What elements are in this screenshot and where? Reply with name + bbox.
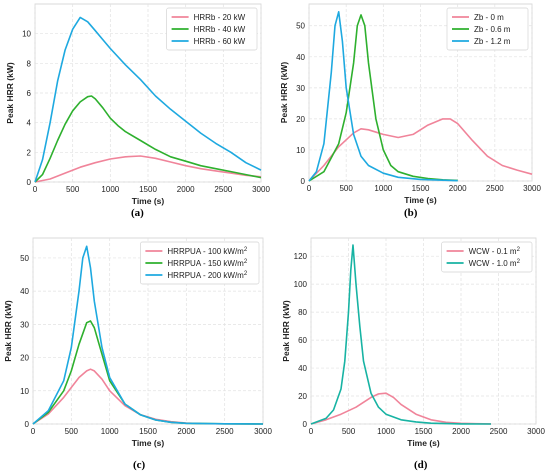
x-tick-label: 1500 (412, 184, 430, 193)
series-line-2 (308, 14, 458, 182)
x-tick-label: 3000 (523, 184, 541, 193)
x-tick-label: 500 (65, 427, 79, 436)
legend-box (166, 7, 258, 51)
y-tick-label: 20 (296, 115, 305, 124)
y-axis-label: Peak HRR (kW) (5, 62, 15, 124)
x-tick-label: 1000 (101, 185, 119, 194)
legend: HRRb - 20 kW HRRb - 40 kW HRRb - 60 kW (166, 7, 258, 51)
x-tick-label: 1000 (101, 427, 119, 436)
x-tick-label: 1500 (139, 185, 157, 194)
y-axis-label: Peak HRR (kW) (279, 62, 289, 124)
series-line-1 (310, 392, 492, 425)
series-line-3 (32, 245, 264, 425)
x-tick-label: 1000 (377, 427, 395, 436)
y-tick-label: 30 (20, 320, 29, 329)
legend: Zb - 0 m Zb - 0.6 m Zb - 1.2 m (446, 7, 529, 51)
x-axis-label: Time (s) (132, 438, 165, 448)
legend-label: HRRb - 40 kW (194, 25, 246, 34)
y-tick-label: 40 (298, 364, 307, 373)
x-tick-label: 500 (339, 184, 353, 193)
y-tick-label: 10 (20, 387, 29, 396)
chart-panel-1: 0 500 1000 1500 2000 2500 3000 0 2 4 6 8 10 Time (s) P… (5, 3, 270, 206)
legend: HRRPUA - 100 kW/m2 HRRPUA - 150 kW/m2 HRRP… (140, 241, 260, 285)
chart-panel-3: 0 500 1000 1500 2000 2500 3000 0 10 20 30 40 50 Time … (3, 237, 272, 448)
legend-label: Zb - 1.2 m (474, 37, 511, 46)
y-tick-label: 60 (298, 336, 307, 345)
y-tick-label: 100 (294, 280, 308, 289)
y-tick-label: 20 (298, 392, 307, 401)
x-tick-label: 3000 (254, 427, 272, 436)
x-axis-label: Time (s) (404, 195, 437, 205)
y-tick-label: 0 (303, 420, 308, 429)
series-line-2 (310, 244, 492, 425)
y-tick-label: 8 (27, 59, 32, 68)
panel-caption: (b) (404, 207, 418, 219)
panel-caption: (d) (414, 459, 428, 471)
x-tick-label: 0 (31, 427, 36, 436)
x-tick-label: 0 (307, 184, 312, 193)
y-tick-label: 2 (27, 148, 32, 157)
x-tick-label: 2500 (486, 184, 504, 193)
chart-panel-2: 0 500 1000 1500 2000 2500 3000 0 10 20 30 40 50 Time … (279, 3, 541, 205)
y-tick-label: 6 (27, 89, 32, 98)
y-tick-label: 20 (20, 354, 29, 363)
x-tick-label: 2500 (216, 427, 234, 436)
y-tick-label: 40 (296, 53, 305, 62)
y-tick-label: 0 (301, 177, 306, 186)
legend-label: HRRb - 60 kW (194, 37, 246, 46)
series-line-3 (308, 11, 458, 182)
y-tick-label: 10 (296, 146, 305, 155)
y-tick-label: 40 (20, 287, 29, 296)
x-tick-label: 2000 (452, 427, 470, 436)
x-axis-label: Time (s) (132, 196, 165, 206)
x-tick-label: 3000 (252, 185, 270, 194)
legend-label: WCW - 1.0 m2 (469, 259, 521, 268)
legend-label: HRRb - 20 kW (194, 13, 246, 22)
x-tick-label: 2000 (177, 427, 195, 436)
x-tick-label: 2000 (449, 184, 467, 193)
x-tick-label: 2500 (490, 427, 508, 436)
legend-box (441, 241, 533, 273)
y-tick-label: 120 (294, 252, 308, 261)
y-axis-label: Peak HRR (kW) (3, 300, 13, 362)
panel-caption: (a) (131, 207, 144, 219)
series-line-1 (308, 118, 533, 182)
x-tick-label: 2500 (214, 185, 232, 194)
x-tick-label: 0 (309, 427, 314, 436)
legend-label: HRRPUA - 150 kW/m2 (167, 259, 247, 268)
chart-panel-4: 0 500 1000 1500 2000 2500 3000 0 20 40 60 80 100 120 T… (281, 237, 545, 448)
panel-caption: (c) (133, 459, 146, 471)
x-tick-label: 2000 (177, 185, 195, 194)
x-tick-label: 500 (342, 427, 356, 436)
legend-box (140, 241, 260, 285)
legend-label: HRRPUA - 200 kW/m2 (167, 271, 247, 280)
y-tick-label: 0 (27, 178, 32, 187)
y-tick-label: 30 (296, 84, 305, 93)
series-line-1 (34, 155, 262, 183)
x-tick-label: 1000 (374, 184, 392, 193)
legend-label: Zb - 0.6 m (474, 25, 511, 34)
x-tick-label: 1500 (139, 427, 157, 436)
legend: WCW - 0.1 m2 WCW - 1.0 m2 (441, 241, 533, 273)
y-tick-label: 10 (22, 30, 31, 39)
x-tick-label: 0 (33, 185, 38, 194)
y-tick-label: 50 (20, 254, 29, 263)
legend-label: WCW - 0.1 m2 (469, 247, 521, 256)
legend-box (446, 7, 529, 51)
y-tick-label: 50 (296, 22, 305, 31)
series-line-2 (34, 95, 262, 183)
x-tick-label: 3000 (527, 427, 545, 436)
y-axis-label: Peak HRR (kW) (281, 300, 291, 362)
x-axis-label: Time (s) (407, 438, 440, 448)
y-tick-label: 4 (27, 119, 32, 128)
x-tick-label: 500 (66, 185, 80, 194)
series-line-3 (34, 16, 262, 183)
y-tick-label: 0 (25, 420, 30, 429)
y-tick-label: 80 (298, 308, 307, 317)
legend-label: HRRPUA - 100 kW/m2 (167, 247, 247, 256)
legend-label: Zb - 0 m (474, 13, 504, 22)
x-tick-label: 1500 (415, 427, 433, 436)
